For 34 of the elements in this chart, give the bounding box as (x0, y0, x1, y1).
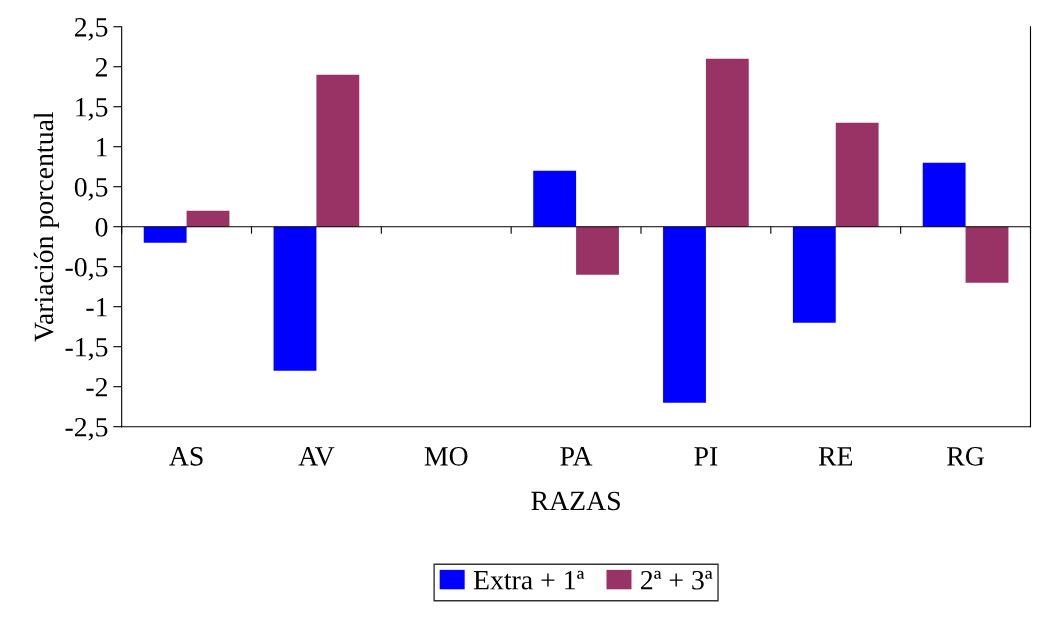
y-tick-label: -2,5 (65, 417, 108, 441)
y-tick-label: -1,5 (65, 338, 108, 361)
y-tick-label: 0 (95, 217, 108, 237)
bar (316, 74, 360, 227)
y-axis-title: Variación porcentual (33, 111, 59, 342)
legend-label: Extra + 1ª (473, 570, 585, 590)
legend-label: 2ª + 3ª (641, 570, 713, 590)
bar (533, 170, 577, 227)
bar (576, 226, 619, 275)
x-axis-title: RAZAS (531, 491, 620, 511)
x-tick-label: MO (424, 447, 468, 466)
bar (965, 226, 1009, 283)
x-tick-label: AS (169, 447, 203, 466)
y-tick-label: -0,5 (65, 257, 108, 281)
x-tick-label: PA (560, 447, 593, 466)
y-tick-label: 0,5 (74, 177, 108, 201)
x-tick-label: AV (298, 447, 335, 466)
x-tick-label: PI (694, 447, 718, 466)
x-tick-label: RG (947, 447, 984, 466)
bar (186, 210, 230, 227)
bar (835, 122, 879, 227)
y-tick-label: 1,5 (76, 98, 108, 121)
bar (792, 226, 836, 323)
x-tick-label: RE (818, 447, 853, 466)
y-tick-label: 1 (97, 138, 107, 157)
bar (143, 226, 187, 243)
y-tick-label: 2,5 (74, 17, 108, 41)
bar (273, 226, 317, 371)
bar (663, 226, 706, 403)
y-tick-label: 2 (95, 57, 107, 77)
y-tick-label: -1 (86, 298, 107, 317)
bar (705, 58, 749, 227)
bar (922, 162, 966, 227)
y-tick-label: -2 (86, 377, 107, 397)
